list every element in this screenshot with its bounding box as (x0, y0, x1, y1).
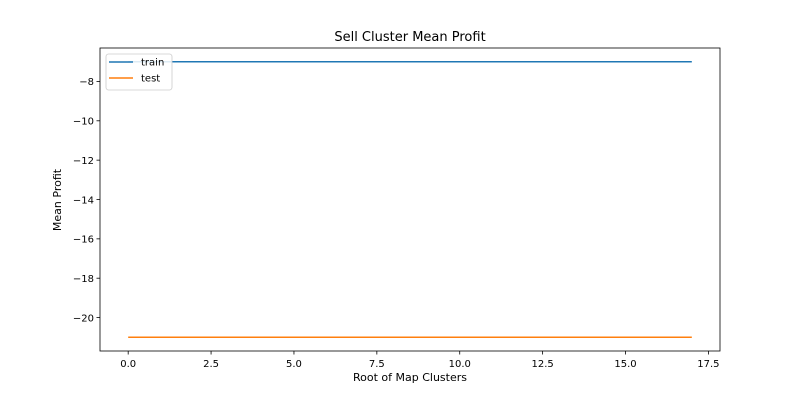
x-tick-label: 15.0 (614, 359, 636, 370)
x-axis-label: Root of Map Clusters (353, 371, 467, 384)
y-tick-label: −8 (79, 77, 94, 88)
legend: train test (105, 53, 173, 91)
y-tick-label: −10 (73, 117, 94, 128)
y-axis-label: Mean Profit (51, 168, 64, 231)
y-tick-label: −18 (73, 274, 94, 285)
y-axis: −20 −18 −16 −14 −12 −10 −8 (73, 77, 100, 324)
x-tick-label: 17.5 (697, 359, 719, 370)
x-tick-label: 12.5 (531, 359, 553, 370)
x-tick-label: 0.0 (120, 359, 136, 370)
series-layer (128, 61, 692, 338)
chart-title: Sell Cluster Mean Profit (334, 30, 485, 45)
y-tick-label: −14 (73, 195, 94, 206)
x-axis: 0.0 2.5 5.0 7.5 10.0 12.5 15.0 17.5 (120, 351, 720, 370)
y-tick-label: −20 (73, 313, 94, 324)
legend-box (105, 53, 173, 91)
y-tick-label: −16 (73, 235, 94, 246)
x-tick-label: 2.5 (203, 359, 219, 370)
plot-frame (99, 47, 721, 352)
y-tick-label: −12 (73, 156, 94, 167)
x-tick-label: 10.0 (449, 359, 471, 370)
legend-label-train: train (141, 58, 164, 69)
x-tick-label: 5.0 (286, 359, 302, 370)
x-tick-label: 7.5 (369, 359, 385, 370)
legend-label-test: test (141, 74, 160, 85)
